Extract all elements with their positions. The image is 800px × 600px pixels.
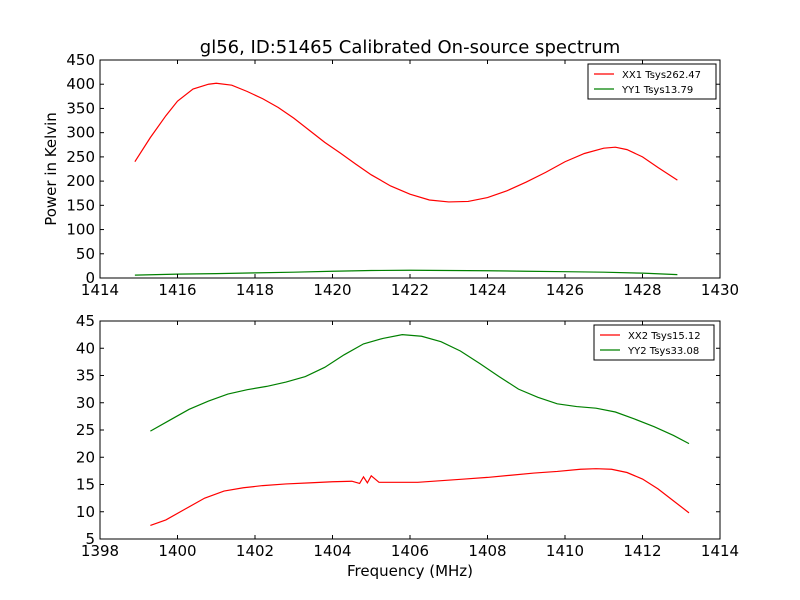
y-tick-label: 25 (76, 421, 95, 439)
legend-entry: XX1 Tsys262.47 (622, 70, 701, 81)
legend-entry: XX2 Tsys15.12 (628, 331, 701, 342)
y-tick-label: 100 (66, 221, 95, 239)
x-tick-label: 1418 (236, 281, 274, 299)
x-tick-label: 1414 (81, 281, 119, 299)
y-tick-label: 30 (76, 394, 95, 412)
x-tick-label: 1416 (158, 281, 196, 299)
x-tick-label: 1422 (391, 281, 429, 299)
x-tick-label: 1398 (81, 542, 119, 560)
x-tick-label: 1426 (546, 281, 584, 299)
legend-entry: YY1 Tsys13.79 (621, 85, 693, 96)
x-tick-label: 1430 (701, 281, 739, 299)
legend-box (587, 63, 717, 100)
x-tick-label: 1420 (313, 281, 351, 299)
y-tick-label: 15 (76, 476, 95, 494)
y-tick-label: 400 (66, 75, 95, 93)
x-tick-label: 1410 (546, 542, 584, 560)
x-tick-label: 1428 (623, 281, 661, 299)
x-tick-label: 1406 (391, 542, 429, 560)
y-axis-label: Power in Kelvin (42, 112, 60, 226)
y-tick-label: 50 (76, 245, 95, 263)
y-tick-label: 45 (76, 312, 95, 330)
legend-entry: YY2 Tsys33.08 (627, 346, 699, 357)
series-line-yy2 (150, 334, 690, 445)
legend: XX2 Tsys15.12 YY2 Tsys33.08 (593, 324, 715, 361)
series-line-yy1 (134, 269, 678, 276)
bottom-chart: 1398 1400 1402 1404 1406 1408 1410 1412 1414 5 10 1… (76, 312, 739, 580)
y-tick-label: 250 (66, 148, 95, 166)
series-line-xx1 (134, 82, 678, 203)
x-tick-label: 1404 (313, 542, 351, 560)
x-tick-label: 1424 (468, 281, 506, 299)
y-tick-label: 20 (76, 448, 95, 466)
legend: XX1 Tsys262.47 YY1 Tsys13.79 (587, 63, 717, 100)
y-tick-label: 150 (66, 196, 95, 214)
y-tick-label: 35 (76, 367, 95, 385)
y-tick-label: 40 (76, 339, 95, 357)
y-tick-label: 0 (85, 269, 95, 287)
y-tick-label: 450 (66, 51, 95, 69)
x-axis-label: Frequency (MHz) (347, 562, 473, 580)
y-tick-label: 300 (66, 124, 95, 142)
chart-title: gl56, ID:51465 Calibrated On-source spec… (200, 37, 620, 58)
x-tick-label: 1400 (158, 542, 196, 560)
top-chart: 1414 1416 1418 1420 1422 1424 1426 1428 1430 0 50 1… (42, 37, 739, 299)
x-tick-label: 1414 (701, 542, 739, 560)
legend-box (593, 324, 715, 361)
y-tick-label: 10 (76, 503, 95, 521)
y-tick-label: 5 (85, 530, 95, 548)
y-tick-label: 200 (66, 172, 95, 190)
series-line-xx2 (150, 468, 690, 526)
x-tick-label: 1402 (236, 542, 274, 560)
y-tick-label: 350 (66, 99, 95, 117)
x-tick-label: 1408 (468, 542, 506, 560)
x-tick-label: 1412 (623, 542, 661, 560)
